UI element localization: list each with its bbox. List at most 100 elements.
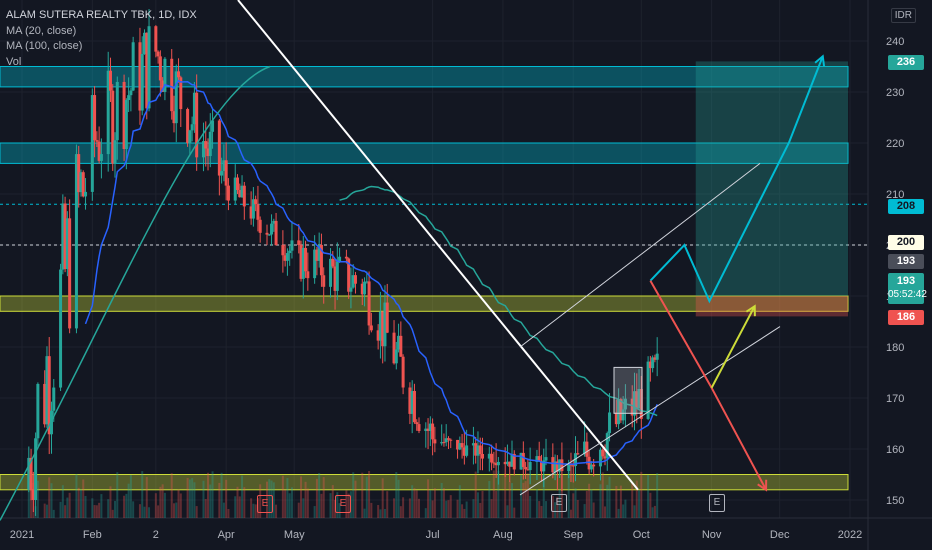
y-tick-label: 160 bbox=[886, 444, 904, 456]
volume-bar bbox=[204, 498, 207, 518]
volume-bar bbox=[379, 509, 382, 518]
candle-body bbox=[512, 453, 516, 470]
candle-body bbox=[401, 356, 405, 388]
indicator-ma100[interactable]: MA (100, close) bbox=[6, 40, 83, 52]
volume-bar bbox=[254, 504, 257, 518]
volume-bar bbox=[497, 470, 500, 518]
volume-bar bbox=[472, 499, 475, 518]
volume-bar bbox=[211, 471, 214, 518]
volume-bar bbox=[560, 473, 563, 518]
volume-bar bbox=[252, 503, 255, 518]
candle-body bbox=[646, 361, 650, 419]
time-axis[interactable]: 2021 Feb 2 Apr May Jul Aug Sep Oct Nov Dec 2022 bbox=[10, 529, 862, 541]
candle-body bbox=[648, 361, 652, 369]
candle-body bbox=[208, 131, 212, 157]
x-tick-label: Nov bbox=[702, 529, 722, 541]
drawings[interactable] bbox=[237, 0, 826, 496]
volume-bar bbox=[336, 492, 339, 518]
candle-body bbox=[360, 283, 364, 295]
candle-body bbox=[52, 387, 56, 411]
volume-bar bbox=[61, 485, 64, 518]
earnings-marker[interactable]: E bbox=[709, 494, 725, 512]
volume-bar bbox=[270, 480, 273, 518]
candle-body bbox=[111, 90, 115, 164]
earnings-marker[interactable]: E bbox=[551, 494, 567, 512]
currency-label[interactable]: IDR bbox=[890, 8, 916, 23]
indicator-ma20[interactable]: MA (20, close) bbox=[6, 24, 77, 37]
earnings-marker[interactable]: E bbox=[257, 495, 273, 513]
candle-body bbox=[156, 51, 160, 57]
candle-body bbox=[544, 457, 548, 461]
candle-body bbox=[115, 81, 119, 141]
candle-body bbox=[344, 256, 348, 259]
candle-body bbox=[335, 261, 339, 291]
candle-body bbox=[65, 218, 69, 270]
candle-body bbox=[508, 461, 512, 467]
volume-bar bbox=[656, 473, 659, 518]
price-axis[interactable]: 240230220210200190180170160150 bbox=[886, 36, 904, 507]
volume-bar bbox=[526, 473, 529, 518]
volume-bar bbox=[345, 490, 348, 518]
candle-body bbox=[192, 92, 196, 125]
volume-bar bbox=[361, 472, 364, 518]
candle-body bbox=[471, 443, 475, 446]
candle-body bbox=[47, 356, 51, 435]
volume-bar bbox=[175, 502, 178, 518]
volume-bar bbox=[111, 509, 114, 518]
candle-body bbox=[319, 245, 323, 276]
candle-body bbox=[474, 443, 478, 456]
earnings-marker[interactable]: E bbox=[335, 495, 351, 513]
candle-body bbox=[519, 452, 523, 470]
volume-bar bbox=[377, 505, 380, 518]
candle-body bbox=[329, 258, 333, 287]
candle-body bbox=[113, 140, 117, 164]
candle-body bbox=[381, 311, 385, 347]
volume-bar bbox=[218, 482, 221, 518]
volume-bar bbox=[635, 480, 638, 518]
symbol-title[interactable]: ALAM SUTERA REALTY TBK, 1D, IDX bbox=[6, 9, 197, 21]
candle-body bbox=[653, 357, 657, 360]
volume-bar bbox=[347, 493, 350, 518]
candle-body bbox=[333, 266, 337, 291]
x-tick-label: May bbox=[284, 529, 305, 541]
volume-bar bbox=[492, 470, 495, 518]
volume-bar bbox=[338, 503, 341, 518]
candle-body bbox=[147, 26, 151, 109]
volume-bar bbox=[313, 506, 316, 518]
volume-bar bbox=[615, 485, 618, 518]
volume-bar bbox=[91, 498, 94, 518]
volume-bar bbox=[315, 478, 318, 518]
volume-bar bbox=[413, 488, 416, 518]
volume-bar bbox=[393, 498, 396, 518]
risk-reward-box[interactable] bbox=[695, 61, 848, 317]
volume-bar bbox=[297, 502, 300, 518]
candle-body bbox=[90, 95, 94, 192]
projection-down-head bbox=[757, 479, 768, 492]
volume-bar bbox=[540, 505, 543, 518]
volume-bar bbox=[411, 485, 414, 518]
candle-body bbox=[603, 456, 607, 459]
candle-body bbox=[179, 77, 183, 110]
candle-body bbox=[408, 387, 412, 414]
volume-bar bbox=[395, 471, 398, 518]
stop-zone bbox=[695, 296, 848, 317]
volume-bar bbox=[381, 478, 384, 518]
candle-body bbox=[605, 433, 609, 459]
candle-body bbox=[317, 245, 321, 261]
volume-bar bbox=[227, 509, 230, 518]
x-tick-label: 2 bbox=[153, 529, 159, 541]
volume-bar bbox=[129, 475, 132, 518]
volume-bar bbox=[64, 505, 67, 518]
volume-bar bbox=[583, 504, 586, 518]
volume-bar bbox=[306, 488, 309, 518]
candle-body bbox=[585, 441, 589, 457]
volume-bar bbox=[250, 498, 253, 518]
volume-bar bbox=[30, 488, 33, 518]
indicator-vol[interactable]: Vol bbox=[6, 55, 22, 68]
volume-bar bbox=[449, 495, 452, 518]
x-tick-label: Aug bbox=[493, 529, 513, 541]
candle-body bbox=[242, 185, 246, 207]
bar-countdown: 05:52:42 bbox=[888, 289, 927, 300]
candle-body bbox=[394, 349, 398, 364]
